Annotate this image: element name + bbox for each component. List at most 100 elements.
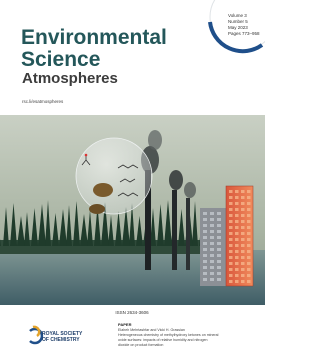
window [235, 220, 239, 223]
window [235, 208, 239, 211]
window [229, 232, 233, 235]
window [241, 202, 245, 205]
issue-pages: Pages 773–958 [228, 31, 260, 36]
window [247, 214, 251, 217]
body: Environmental Science Atmospheres rsc.li… [0, 0, 265, 355]
chimney [186, 198, 190, 270]
window [235, 232, 239, 235]
window [210, 272, 214, 275]
window [217, 242, 221, 245]
window [235, 214, 239, 217]
window [217, 236, 221, 239]
window [241, 214, 245, 217]
mineral-particle [93, 183, 113, 197]
window [241, 208, 245, 211]
window [235, 274, 239, 277]
window [217, 272, 221, 275]
window [241, 220, 245, 223]
window [229, 256, 233, 259]
window [229, 238, 233, 241]
window [203, 254, 207, 257]
window [229, 220, 233, 223]
window [235, 202, 239, 205]
issn: ISSN 2634-3606 [115, 310, 149, 315]
journal-url: rsc.li/esatmospheres [22, 99, 64, 104]
window [241, 238, 245, 241]
window [229, 244, 233, 247]
window [229, 268, 233, 271]
window [235, 244, 239, 247]
window [203, 212, 207, 215]
mineral-particle [89, 204, 105, 214]
window [241, 274, 245, 277]
window [247, 220, 251, 223]
title-line: Atmospheres [22, 70, 118, 87]
window [217, 266, 221, 269]
window [210, 278, 214, 281]
window [247, 232, 251, 235]
window [217, 212, 221, 215]
window [247, 250, 251, 253]
window [229, 208, 233, 211]
window [203, 224, 207, 227]
window [203, 218, 207, 221]
window [229, 250, 233, 253]
window [247, 196, 251, 199]
window [235, 250, 239, 253]
window [217, 230, 221, 233]
title-line: Science [21, 48, 100, 71]
window [203, 278, 207, 281]
window [241, 226, 245, 229]
cover: Environmental Science Atmospheres rsc.li… [0, 0, 265, 355]
window [229, 280, 233, 283]
window [210, 248, 214, 251]
molecule-bubble [76, 138, 152, 214]
window [241, 190, 245, 193]
window [210, 224, 214, 227]
window [217, 224, 221, 227]
window [210, 212, 214, 215]
window [229, 214, 233, 217]
window [247, 262, 251, 265]
window [247, 226, 251, 229]
window [210, 254, 214, 257]
window [241, 232, 245, 235]
window [235, 190, 239, 193]
window [247, 280, 251, 283]
window [217, 248, 221, 251]
window [247, 274, 251, 277]
window [235, 238, 239, 241]
issue-volume: Volume 3 [228, 13, 247, 18]
window [203, 272, 207, 275]
window [217, 278, 221, 281]
smoke [148, 130, 162, 150]
window [241, 244, 245, 247]
paper-label: PAPER [118, 322, 132, 327]
window [229, 202, 233, 205]
window [235, 196, 239, 199]
window [241, 262, 245, 265]
window [247, 268, 251, 271]
window [235, 256, 239, 259]
window [241, 196, 245, 199]
window [203, 242, 207, 245]
atom [85, 154, 88, 157]
paper-authors: Elaheh Mehrtashfar and Vicki H. Grassian [118, 328, 185, 332]
window [217, 260, 221, 263]
chimney [172, 190, 177, 270]
window [203, 266, 207, 269]
publisher-name: OF CHEMISTRY [42, 337, 80, 343]
window [203, 230, 207, 233]
window [247, 244, 251, 247]
page: Environmental Science Atmospheres cover … [0, 0, 265, 355]
window [203, 260, 207, 263]
smoke [184, 182, 196, 198]
window [210, 230, 214, 233]
window [241, 268, 245, 271]
paper-title: dioxide on product formation [118, 343, 163, 347]
window [247, 256, 251, 259]
window [210, 236, 214, 239]
window [203, 236, 207, 239]
window [229, 274, 233, 277]
window [247, 208, 251, 211]
